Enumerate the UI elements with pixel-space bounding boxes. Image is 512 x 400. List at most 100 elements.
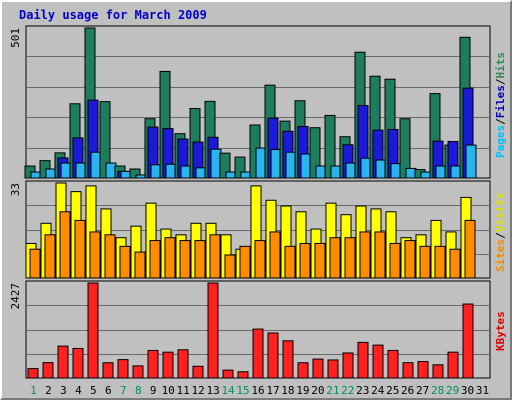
x-tick-label-day-25: 25 xyxy=(386,384,399,397)
bar-sites-day-2 xyxy=(44,234,56,279)
bar-sites-day-27 xyxy=(419,245,431,279)
bar-sites-day-18 xyxy=(284,245,296,279)
legend-label-sites: Sites xyxy=(494,239,507,272)
x-tick-label-day-28: 28 xyxy=(431,384,444,397)
legend-label-: / xyxy=(494,118,507,125)
bar-kbytes-day-17 xyxy=(267,332,279,379)
bar-kbytes-day-24 xyxy=(372,344,384,379)
bar-kbytes-day-8 xyxy=(132,365,144,379)
bar-hits-day-20 xyxy=(309,127,321,179)
bar-sites-day-15 xyxy=(239,245,251,279)
x-tick-label-day-1: 1 xyxy=(30,384,37,397)
bar-kbytes-day-27 xyxy=(417,361,429,379)
bar-kbytes-day-3 xyxy=(57,345,69,379)
legend-label-: / xyxy=(494,232,507,239)
panel-kbytes: 2427 KBytes xyxy=(9,280,507,379)
x-tick-label-day-16: 16 xyxy=(251,384,264,397)
legend-label-pages: Pages xyxy=(494,125,507,158)
bar-sites-day-3 xyxy=(59,211,71,279)
x-tick-label-day-7: 7 xyxy=(120,384,127,397)
bar-sites-day-1 xyxy=(29,248,41,279)
bar-sites-day-17 xyxy=(269,231,281,279)
bar-kbytes-day-26 xyxy=(402,362,414,379)
bar-kbytes-day-16 xyxy=(252,328,264,379)
x-tick-label-day-9: 9 xyxy=(150,384,157,397)
x-tick-label-day-11: 11 xyxy=(177,384,190,397)
bar-kbytes-day-12 xyxy=(192,365,204,379)
x-tick-label-day-23: 23 xyxy=(356,384,369,397)
bar-sites-day-22 xyxy=(344,237,356,279)
bar-hits-day-26 xyxy=(399,118,411,179)
bar-kbytes-day-19 xyxy=(297,362,309,379)
bar-sites-day-24 xyxy=(374,231,386,279)
bar-kbytes-day-21 xyxy=(327,359,339,379)
bar-sites-day-8 xyxy=(134,251,146,279)
bar-kbytes-day-29 xyxy=(447,351,459,379)
bar-sites-day-12 xyxy=(194,240,206,279)
max-value-label: 33 xyxy=(9,183,22,196)
legend-label-: / xyxy=(494,78,507,85)
bar-sites-day-13 xyxy=(209,234,221,279)
chart-title: Daily usage for March 2009 xyxy=(19,8,207,22)
x-tick-label-day-10: 10 xyxy=(162,384,175,397)
bar-kbytes-day-10 xyxy=(162,351,174,379)
bar-kbytes-day-20 xyxy=(312,358,324,379)
panel-legend: Pages/Files/Hits xyxy=(494,52,507,158)
bar-sites-day-19 xyxy=(299,242,311,279)
x-tick-label-day-21: 21 xyxy=(326,384,339,397)
bar-sites-day-29 xyxy=(449,248,461,279)
x-tick-label-day-8: 8 xyxy=(135,384,142,397)
bar-sites-day-6 xyxy=(104,234,116,279)
bar-kbytes-day-5 xyxy=(87,282,99,379)
bar-kbytes-day-22 xyxy=(342,352,354,379)
bar-hits-day-6 xyxy=(99,101,111,179)
x-tick-label-day-29: 29 xyxy=(446,384,459,397)
x-tick-label-day-30: 30 xyxy=(461,384,474,397)
bar-sites-day-21 xyxy=(329,237,341,279)
panel-legend: Sites/Visits xyxy=(494,193,507,273)
bar-kbytes-day-30 xyxy=(462,303,474,379)
x-tick-label-day-4: 4 xyxy=(75,384,82,397)
chart-panels: 501Pages/Files/Hits33Sites/Visits2427KBy… xyxy=(9,25,507,379)
bar-hits-day-21 xyxy=(324,114,336,179)
x-tick-label-day-19: 19 xyxy=(296,384,309,397)
bar-kbytes-day-7 xyxy=(117,359,129,379)
bar-kbytes-day-11 xyxy=(177,349,189,379)
bar-kbytes-day-23 xyxy=(357,341,369,379)
bar-kbytes-day-14 xyxy=(222,369,234,379)
x-tick-label-day-6: 6 xyxy=(105,384,112,397)
bar-sites-day-16 xyxy=(254,240,266,279)
bar-sites-day-23 xyxy=(359,231,371,279)
bar-sites-day-5 xyxy=(89,231,101,279)
bar-hits-day-8 xyxy=(129,168,141,179)
bar-hits-day-14 xyxy=(219,152,231,179)
bar-kbytes-day-6 xyxy=(102,362,114,379)
legend-label-files: Files xyxy=(494,85,507,118)
x-tick-label-day-27: 27 xyxy=(416,384,429,397)
bar-kbytes-day-25 xyxy=(387,349,399,379)
x-tick-label-day-22: 22 xyxy=(341,384,354,397)
bar-kbytes-day-15 xyxy=(237,371,249,379)
bar-sites-day-7 xyxy=(119,245,131,279)
x-tick-label-day-13: 13 xyxy=(206,384,219,397)
x-tick-label-day-14: 14 xyxy=(221,384,235,397)
x-tick-label-day-26: 26 xyxy=(401,384,414,397)
x-tick-label-day-17: 17 xyxy=(266,384,279,397)
x-tick-label-day-15: 15 xyxy=(236,384,249,397)
x-tick-label-day-5: 5 xyxy=(90,384,97,397)
x-tick-label-day-20: 20 xyxy=(311,384,324,397)
bar-kbytes-day-1 xyxy=(27,368,39,379)
legend-label-visits: Visits xyxy=(494,193,507,233)
bar-kbytes-day-18 xyxy=(282,340,294,379)
bar-kbytes-day-13 xyxy=(207,282,219,379)
bar-kbytes-day-2 xyxy=(42,362,54,379)
bar-sites-day-25 xyxy=(389,242,401,279)
bar-kbytes-day-4 xyxy=(72,347,84,379)
panel-legend: KBytes xyxy=(494,311,507,351)
bar-sites-day-10 xyxy=(164,237,176,279)
x-tick-label-day-2: 2 xyxy=(45,384,52,397)
bar-sites-day-11 xyxy=(179,240,191,279)
bar-pages-day-30 xyxy=(465,144,477,179)
